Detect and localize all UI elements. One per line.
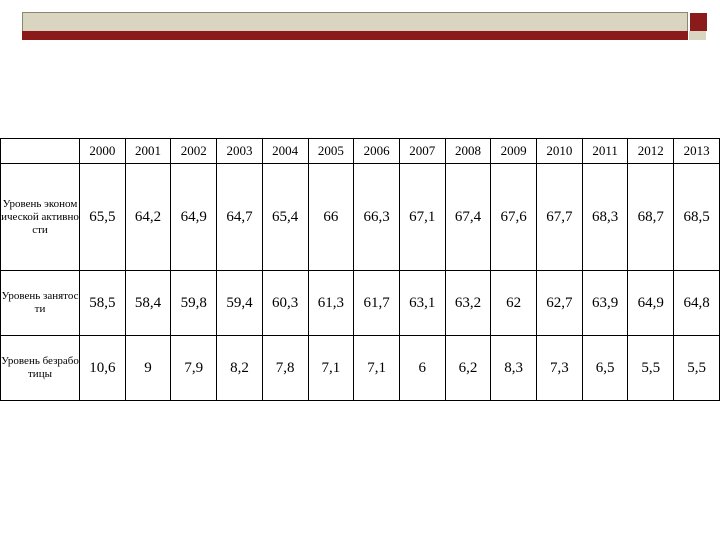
cell-value: 5,5 bbox=[627, 335, 675, 401]
cell-value: 6 bbox=[398, 335, 446, 401]
cell-value: 61,3 bbox=[307, 270, 355, 336]
header-bar bbox=[22, 12, 688, 32]
year-header: 2010 bbox=[536, 138, 583, 164]
cell-value: 64,8 bbox=[673, 270, 720, 336]
cell-value: 68,5 bbox=[673, 163, 720, 271]
corner-cell bbox=[0, 138, 80, 164]
cell-value: 6,2 bbox=[444, 335, 492, 401]
cell-value: 7,3 bbox=[536, 335, 583, 401]
cell-value: 65,4 bbox=[261, 163, 309, 271]
cell-value: 59,4 bbox=[216, 270, 263, 336]
corner-square bbox=[689, 31, 706, 40]
data-table: 2000 2001 2002 2003 2004 2005 2006 2007 2008 2009… bbox=[0, 138, 720, 401]
header-row: 2000 2001 2002 2003 2004 2005 2006 2007 2008 2009… bbox=[0, 138, 720, 164]
header-stripe bbox=[22, 31, 688, 40]
cell-value: 63,9 bbox=[581, 270, 629, 336]
table-row: Уровень безработицы 10,6 9 7,9 8,2 7,8 7,1 7,1 6… bbox=[0, 335, 720, 401]
row-label: Уровень занятости bbox=[0, 270, 80, 336]
cell-value: 63,1 bbox=[398, 270, 446, 336]
year-header: 2005 bbox=[307, 138, 355, 164]
row-label: Уровень экономической активности bbox=[0, 163, 80, 271]
cell-value: 58,5 bbox=[79, 270, 126, 336]
cell-value: 5,5 bbox=[673, 335, 720, 401]
year-header: 2003 bbox=[216, 138, 263, 164]
cell-value: 9 bbox=[124, 335, 172, 401]
cell-value: 6,5 bbox=[581, 335, 629, 401]
cell-value: 68,3 bbox=[581, 163, 629, 271]
cell-value: 62 bbox=[490, 270, 538, 336]
cell-value: 67,1 bbox=[398, 163, 446, 271]
cell-value: 8,3 bbox=[490, 335, 538, 401]
cell-value: 60,3 bbox=[261, 270, 309, 336]
cell-value: 63,2 bbox=[444, 270, 492, 336]
row-label: Уровень безработицы bbox=[0, 335, 80, 401]
year-header: 2002 bbox=[170, 138, 218, 164]
cell-value: 64,9 bbox=[627, 270, 675, 336]
table-row: Уровень занятости 58,5 58,4 59,8 59,4 60,3 61,… bbox=[0, 270, 720, 336]
cell-value: 66 bbox=[307, 163, 355, 271]
year-header: 2007 bbox=[398, 138, 446, 164]
cell-value: 68,7 bbox=[627, 163, 675, 271]
year-header: 2004 bbox=[261, 138, 309, 164]
cell-value: 7,9 bbox=[170, 335, 218, 401]
cell-value: 7,8 bbox=[261, 335, 309, 401]
year-header: 2008 bbox=[444, 138, 492, 164]
cell-value: 59,8 bbox=[170, 270, 218, 336]
cell-value: 64,7 bbox=[216, 163, 263, 271]
year-header: 2000 bbox=[79, 138, 126, 164]
year-header: 2011 bbox=[581, 138, 629, 164]
cell-value: 64,2 bbox=[124, 163, 172, 271]
cell-value: 7,1 bbox=[353, 335, 400, 401]
cell-value: 61,7 bbox=[353, 270, 400, 336]
year-header: 2001 bbox=[124, 138, 172, 164]
cell-value: 58,4 bbox=[124, 270, 172, 336]
year-header: 2009 bbox=[490, 138, 538, 164]
cell-value: 64,9 bbox=[170, 163, 218, 271]
year-header: 2013 bbox=[673, 138, 720, 164]
cell-value: 65,5 bbox=[79, 163, 126, 271]
cell-value: 8,2 bbox=[216, 335, 263, 401]
corner-square bbox=[689, 12, 708, 32]
cell-value: 67,7 bbox=[536, 163, 583, 271]
year-header: 2012 bbox=[627, 138, 675, 164]
cell-value: 67,4 bbox=[444, 163, 492, 271]
cell-value: 67,6 bbox=[490, 163, 538, 271]
cell-value: 10,6 bbox=[79, 335, 126, 401]
cell-value: 7,1 bbox=[307, 335, 355, 401]
table-row: Уровень экономической активности 65,5 64,2… bbox=[0, 163, 720, 271]
cell-value: 62,7 bbox=[536, 270, 583, 336]
year-header: 2006 bbox=[353, 138, 400, 164]
cell-value: 66,3 bbox=[353, 163, 400, 271]
